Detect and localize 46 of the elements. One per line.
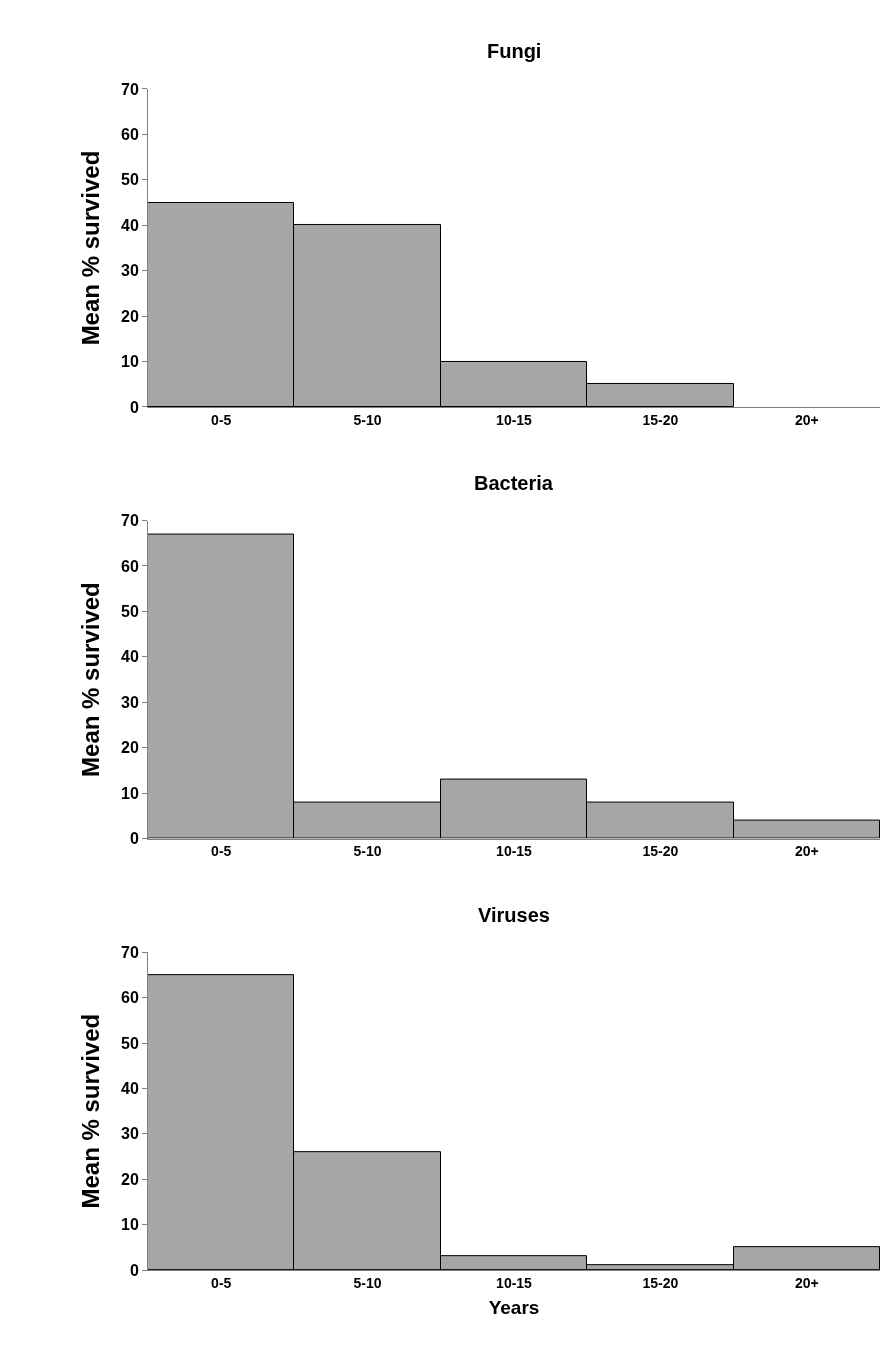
x-tick-label: 20+ bbox=[794, 411, 819, 428]
y-tick-label: 60 bbox=[121, 557, 139, 575]
y-tick-label: 40 bbox=[121, 1080, 139, 1098]
y-tick-label: 70 bbox=[121, 80, 139, 98]
x-tick-label: 0-5 bbox=[211, 843, 232, 860]
x-tick-label: 0-5 bbox=[211, 1274, 232, 1291]
x-tick-label: 5-10 bbox=[353, 843, 382, 860]
y-tick-label: 50 bbox=[121, 1034, 139, 1052]
x-tick-label: 20+ bbox=[794, 843, 819, 860]
y-axis-title: Mean % survived bbox=[77, 582, 105, 777]
y-tick-label: 50 bbox=[121, 171, 139, 189]
x-tick-label: 20+ bbox=[794, 1274, 819, 1291]
x-tick-label: 5-10 bbox=[353, 1274, 382, 1291]
y-tick-label: 40 bbox=[121, 648, 139, 666]
x-tick-label: 10-15 bbox=[496, 411, 533, 428]
y-tick-label: 20 bbox=[121, 1170, 139, 1188]
y-tick-label: 70 bbox=[121, 512, 139, 530]
y-tick-label: 20 bbox=[121, 739, 139, 757]
x-axis-title: Years bbox=[488, 1296, 540, 1318]
chart-title: Fungi bbox=[487, 40, 542, 62]
y-tick-label: 0 bbox=[129, 1261, 139, 1279]
x-tick-label: 0-5 bbox=[211, 411, 232, 428]
x-tick-label: 10-15 bbox=[496, 1274, 533, 1291]
y-tick-label: 30 bbox=[121, 1125, 139, 1143]
y-tick-label: 30 bbox=[121, 262, 139, 280]
x-tick-label: 15-20 bbox=[642, 843, 679, 860]
chart-title: Viruses bbox=[478, 904, 550, 926]
x-tick-label: 15-20 bbox=[642, 1274, 679, 1291]
y-tick-label: 20 bbox=[121, 307, 139, 325]
y-tick-label: 0 bbox=[129, 398, 139, 416]
y-tick-label: 0 bbox=[129, 830, 139, 848]
y-tick-label: 50 bbox=[121, 603, 139, 621]
y-tick-label: 10 bbox=[121, 784, 139, 802]
chart-title: Bacteria bbox=[474, 472, 554, 494]
x-tick-label: 15-20 bbox=[642, 411, 679, 428]
y-tick-label: 60 bbox=[121, 989, 139, 1007]
y-axis-title: Mean % survived bbox=[77, 1013, 105, 1209]
y-tick-label: 10 bbox=[121, 1216, 139, 1234]
y-tick-label: 30 bbox=[121, 693, 139, 711]
x-tick-label: 10-15 bbox=[496, 843, 533, 860]
y-tick-label: 60 bbox=[121, 126, 139, 144]
y-axis-title: Mean % survived bbox=[77, 150, 105, 346]
x-tick-label: 5-10 bbox=[353, 411, 382, 428]
y-tick-label: 10 bbox=[121, 353, 139, 371]
y-tick-label: 70 bbox=[121, 943, 139, 961]
y-tick-label: 40 bbox=[121, 216, 139, 234]
